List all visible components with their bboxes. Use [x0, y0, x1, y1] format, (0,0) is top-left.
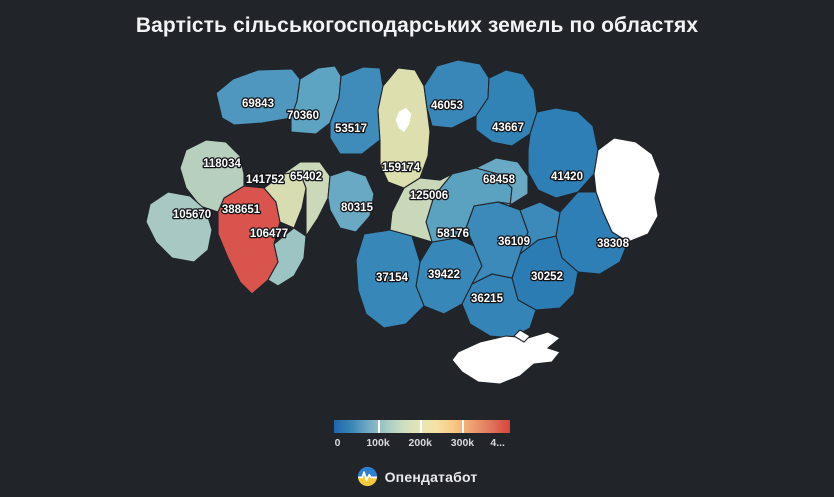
map-value-label: 70360 [287, 110, 319, 122]
crimea-isthmus [513, 329, 531, 343]
map-value-label: 159174 [382, 162, 421, 174]
map-value-label: 30252 [531, 271, 563, 283]
choropleth-map: 69843 70360 53517 46053 43667 118034 141752 654… [0, 46, 834, 406]
region-sumska[interactable] [475, 69, 538, 147]
map-value-label: 118034 [203, 158, 241, 170]
kyiv-city-inset[interactable] [395, 107, 412, 133]
legend-label-300k: 300k [450, 437, 475, 449]
region-kharkivska[interactable] [527, 107, 599, 199]
map-value-label: 106477 [250, 228, 288, 240]
brand-name: Опендатабот [384, 468, 478, 485]
ukraine-map-svg: 69843 70360 53517 46053 43667 118034 141752 654… [145, 59, 661, 385]
legend-gradient-bar [334, 420, 510, 433]
legend-tick-labels: 0 100k 200k 300k 4... [334, 437, 510, 451]
map-value-label: 46053 [431, 100, 463, 112]
legend-label-0: 0 [334, 437, 341, 449]
map-value-label: 36109 [498, 236, 530, 248]
legend-label-200k: 200k [408, 437, 432, 449]
map-value-label: 58176 [437, 228, 469, 240]
region-dnipropetrovska[interactable] [518, 201, 561, 256]
map-value-labels: 69843 70360 53517 46053 43667 118034 141752 654… [172, 97, 631, 307]
region-zhytomyrska[interactable] [329, 66, 384, 155]
map-value-label: 80315 [341, 202, 374, 214]
region-crimea-nodata[interactable] [451, 331, 561, 385]
map-value-label: 141752 [246, 174, 284, 186]
region-zakarpatska[interactable] [145, 191, 213, 263]
region-cherkaska[interactable] [389, 173, 453, 243]
color-scale-legend: 0 100k 200k 300k 4... [334, 420, 510, 451]
legend-tick-mark [420, 420, 422, 433]
map-value-label: 53517 [335, 123, 367, 135]
legend-tick-mark [462, 420, 464, 433]
region-kirovohradska[interactable] [465, 201, 529, 286]
map-value-label: 125006 [410, 190, 448, 202]
region-chernivetska[interactable] [327, 169, 375, 233]
map-value-label: 39422 [428, 269, 460, 281]
map-value-label: 36215 [471, 293, 504, 305]
legend-label-400k: 4... [490, 437, 505, 449]
map-value-label: 388651 [222, 204, 261, 216]
map-value-label: 37154 [376, 272, 409, 284]
map-value-label: 68458 [483, 174, 516, 186]
page-title: Вартість сільськогосподарських земель по… [135, 14, 699, 37]
region-ivano-frankivska[interactable] [282, 161, 331, 238]
opendatabot-logo-icon [357, 466, 377, 487]
map-value-label: 41420 [551, 171, 583, 183]
region-ternopilska[interactable] [267, 227, 307, 287]
brand-footer: Опендатабот [0, 466, 834, 487]
region-central-east[interactable] [474, 157, 529, 207]
map-value-label: 43667 [492, 122, 524, 134]
legend-tick-mark [378, 420, 380, 433]
map-value-label: 38308 [597, 238, 630, 250]
map-value-label: 105670 [173, 209, 211, 221]
map-value-label: 65402 [290, 171, 322, 183]
region-lvivska[interactable] [179, 139, 245, 213]
map-value-label: 69843 [242, 98, 274, 110]
legend-label-100k: 100k [366, 437, 390, 449]
